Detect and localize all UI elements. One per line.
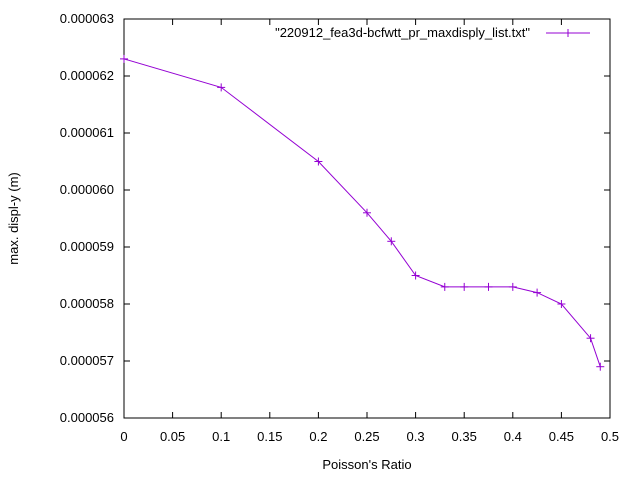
data-point <box>460 282 469 291</box>
y-tick-label: 0.000058 <box>60 296 114 311</box>
x-axis-ticks: 0 0.05 0.1 0.15 0.2 0.25 0.3 0.35 0.4 0.45 0.5 <box>120 19 619 444</box>
legend: "220912_fea3d-bcfwtt_pr_maxdisply_list.t… <box>275 25 590 40</box>
data-point <box>363 208 371 217</box>
y-tick-label: 0.000057 <box>60 353 114 368</box>
data-point <box>596 362 605 371</box>
x-tick-label: 0.05 <box>160 429 185 444</box>
x-tick-label: 0.2 <box>309 429 327 444</box>
data-point <box>411 271 420 280</box>
plot-frame <box>123 18 611 419</box>
y-tick-label: 0.000061 <box>60 125 114 140</box>
x-tick-label: 0.45 <box>549 429 574 444</box>
y-axis-ticks: 0.000056 0.000057 0.000058 0.000059 0.000060… <box>60 11 610 425</box>
x-tick-label: 0.4 <box>504 429 522 444</box>
legend-sample <box>546 29 590 37</box>
series-layer <box>120 54 605 371</box>
x-tick-label: 0.25 <box>354 429 379 444</box>
x-tick-label: 0.3 <box>407 429 425 444</box>
x-tick-label: 0.35 <box>452 429 477 444</box>
data-point <box>508 282 517 291</box>
data-point <box>586 334 595 343</box>
data-point <box>557 300 566 308</box>
data-point <box>387 237 396 246</box>
x-tick-label: 0.1 <box>212 429 230 444</box>
data-point <box>440 282 449 291</box>
data-point <box>120 54 128 63</box>
x-tick-label: 0.15 <box>257 429 282 444</box>
series-line <box>123 58 601 367</box>
y-tick-label: 0.000056 <box>60 410 114 425</box>
x-axis-label: Poisson's Ratio <box>322 457 411 472</box>
legend-marker <box>564 29 572 37</box>
legend-label: "220912_fea3d-bcfwtt_pr_maxdisply_list.t… <box>275 25 530 40</box>
data-point <box>484 282 493 291</box>
x-tick-label: 0.5 <box>601 429 619 444</box>
y-tick-label: 0.000059 <box>60 239 114 254</box>
data-point <box>314 157 323 166</box>
y-tick-label: 0.000060 <box>60 182 114 197</box>
y-tick-label: 0.000063 <box>60 11 114 26</box>
y-tick-label: 0.000062 <box>60 68 114 83</box>
data-point <box>217 83 226 92</box>
x-tick-label: 0 <box>120 429 127 444</box>
data-point <box>533 288 542 297</box>
y-axis-label: max. displ-y (m) <box>6 172 21 264</box>
